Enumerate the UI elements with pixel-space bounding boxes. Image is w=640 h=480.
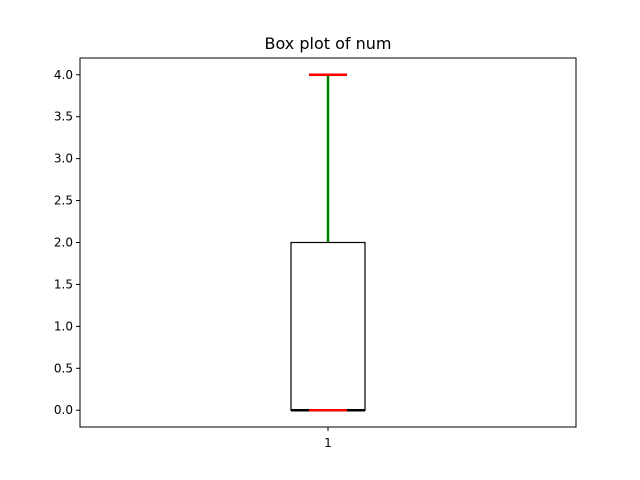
x-axis: 1: [324, 427, 332, 450]
x-tick-label: 1: [324, 436, 332, 450]
box-series: [290, 73, 366, 412]
y-tick-label: 0.5: [54, 361, 73, 375]
y-tick-label: 0.0: [54, 403, 73, 417]
chart-title: Box plot of num: [265, 34, 392, 53]
y-tick-label: 1.5: [54, 277, 73, 291]
y-tick-label: 3.5: [54, 110, 73, 124]
y-axis: 0.0 0.5 1.0 1.5 2.0 2.5 3.0 3.5 4.0: [54, 68, 80, 417]
iqr-box: [290, 241, 366, 411]
y-tick-label: 3.0: [54, 152, 73, 166]
y-tick-label: 2.0: [54, 236, 73, 250]
y-tick-label: 1.0: [54, 319, 73, 333]
y-tick-label: 4.0: [54, 68, 73, 82]
y-tick-label: 2.5: [54, 194, 73, 208]
